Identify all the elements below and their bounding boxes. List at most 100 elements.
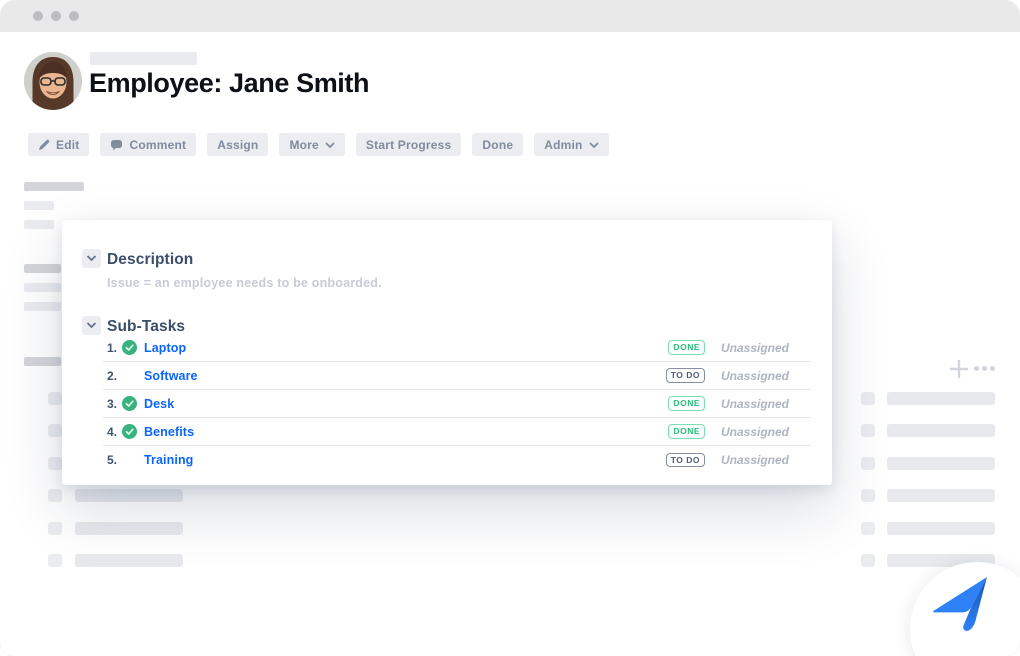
subtask-row: 5. Training TO DO Unassigned: [103, 446, 811, 474]
page-title: Employee: Jane Smith: [89, 68, 370, 98]
subtask-row: 4. Benefits DONE Unassigned: [103, 418, 811, 446]
subtask-link[interactable]: Software: [144, 368, 198, 383]
status-badge-cell: DONE: [658, 396, 705, 411]
assignee-label: Unassigned: [721, 396, 790, 411]
assignee-label: Unassigned: [721, 453, 790, 467]
skeleton-square: [48, 424, 62, 437]
skeleton-square: [48, 457, 62, 470]
pencil-icon: [39, 139, 50, 150]
skeleton-square: [861, 489, 875, 502]
edit-button[interactable]: Edit: [28, 133, 90, 156]
skeleton-bar: [24, 302, 61, 311]
more-button[interactable]: More: [279, 133, 345, 156]
assignee-label: Unassigned: [721, 424, 790, 439]
window-titlebar: [0, 0, 1020, 32]
skeleton-bar: [887, 424, 995, 437]
subtask-row: 2. Software TO DO Unassigned: [103, 362, 811, 390]
subtask-link[interactable]: Laptop: [144, 340, 187, 355]
skeleton-bar: [24, 201, 54, 210]
avatar: [24, 52, 82, 110]
status-badge-cell: DONE: [658, 424, 705, 439]
done-label: Done: [482, 137, 514, 152]
status-badge-cell: TO DO: [658, 452, 705, 468]
subtask-number: 5.: [107, 453, 118, 467]
status-badge: DONE: [668, 424, 705, 439]
subtask-number: 4.: [107, 424, 118, 439]
subtasks-section-title: Sub-Tasks: [107, 318, 186, 335]
skeleton-square: [48, 392, 62, 405]
chevron-down-icon: [86, 322, 97, 329]
description-section-title: Description: [107, 251, 194, 268]
status-badge: TO DO: [665, 452, 705, 468]
skeleton-bar: [24, 357, 61, 366]
skeleton-bar: [24, 283, 61, 292]
start-progress-label: Start Progress: [365, 137, 452, 152]
status-badge: DONE: [668, 340, 705, 355]
subtask-list: 1. Laptop DONE Unassigned 2. Software TO…: [103, 334, 811, 474]
subtask-number: 1.: [107, 340, 118, 355]
issue-detail-card: Description Issue = an employee needs to…: [62, 220, 832, 485]
check-icon: [122, 340, 137, 355]
ellipsis-icon: [974, 366, 979, 371]
skeleton-bar: [75, 489, 183, 502]
chevron-down-icon: [86, 255, 97, 262]
skeleton-bar: [887, 489, 995, 502]
chevron-down-icon: [588, 141, 599, 148]
skeleton-square: [861, 522, 875, 535]
jira-logo-badge: [910, 562, 1020, 656]
skeleton-bar: [24, 182, 84, 191]
comment-label: Comment: [129, 137, 187, 152]
check-icon: [122, 424, 137, 439]
issue-toolbar: Edit Comment Assign More Start Progress …: [28, 133, 609, 156]
avatar-face-icon: [24, 52, 82, 110]
status-badge-cell: TO DO: [658, 368, 705, 383]
skeleton-square: [48, 554, 62, 567]
ellipsis-icon: [990, 366, 995, 371]
title-skeleton-bar: [90, 52, 197, 65]
check-icon: [122, 396, 137, 411]
skeleton-square: [861, 424, 875, 437]
subtask-link[interactable]: Training: [144, 453, 194, 467]
comment-bubble-icon: [111, 139, 123, 150]
admin-button[interactable]: Admin: [534, 133, 609, 156]
ellipsis-icon: [982, 366, 987, 371]
subtasks-collapse-button[interactable]: [82, 316, 101, 335]
skeleton-square: [861, 554, 875, 567]
skeleton-bar: [887, 522, 995, 535]
subtask-number: 3.: [107, 396, 118, 411]
skeleton-bar: [24, 220, 54, 229]
done-button[interactable]: Done: [472, 133, 524, 156]
admin-label: Admin: [544, 137, 583, 152]
edit-label: Edit: [56, 137, 80, 152]
skeleton-square: [48, 522, 62, 535]
window-dot-icon[interactable]: [33, 11, 43, 21]
description-collapse-button[interactable]: [82, 249, 101, 268]
assign-button[interactable]: Assign: [207, 133, 269, 156]
skeleton-square: [861, 392, 875, 405]
comment-button[interactable]: Comment: [100, 133, 197, 156]
skeleton-bar: [24, 264, 61, 273]
skeleton-square: [861, 457, 875, 470]
add-button[interactable]: [947, 357, 971, 381]
status-badge-cell: DONE: [658, 340, 705, 355]
skeleton-bar: [75, 554, 183, 567]
subtask-link[interactable]: Desk: [144, 396, 175, 411]
subtask-link[interactable]: Benefits: [144, 424, 195, 439]
status-badge: DONE: [668, 396, 705, 411]
window-dot-icon[interactable]: [69, 11, 79, 21]
skeleton-bar: [75, 522, 183, 535]
start-progress-button[interactable]: Start Progress: [355, 133, 462, 156]
subtask-number: 2.: [107, 368, 118, 383]
window-dot-icon[interactable]: [51, 11, 61, 21]
status-badge: TO DO: [665, 368, 705, 383]
more-options-button[interactable]: [974, 366, 995, 371]
description-body: Issue = an employee needs to be onboarde…: [107, 276, 382, 290]
subtask-row: 3. Desk DONE Unassigned: [103, 390, 811, 418]
jira-logo-icon: [933, 577, 987, 631]
more-label: More: [289, 137, 319, 152]
assignee-label: Unassigned: [721, 368, 790, 383]
skeleton-square: [48, 489, 62, 502]
assignee-label: Unassigned: [721, 340, 790, 355]
plus-icon: [950, 360, 968, 378]
